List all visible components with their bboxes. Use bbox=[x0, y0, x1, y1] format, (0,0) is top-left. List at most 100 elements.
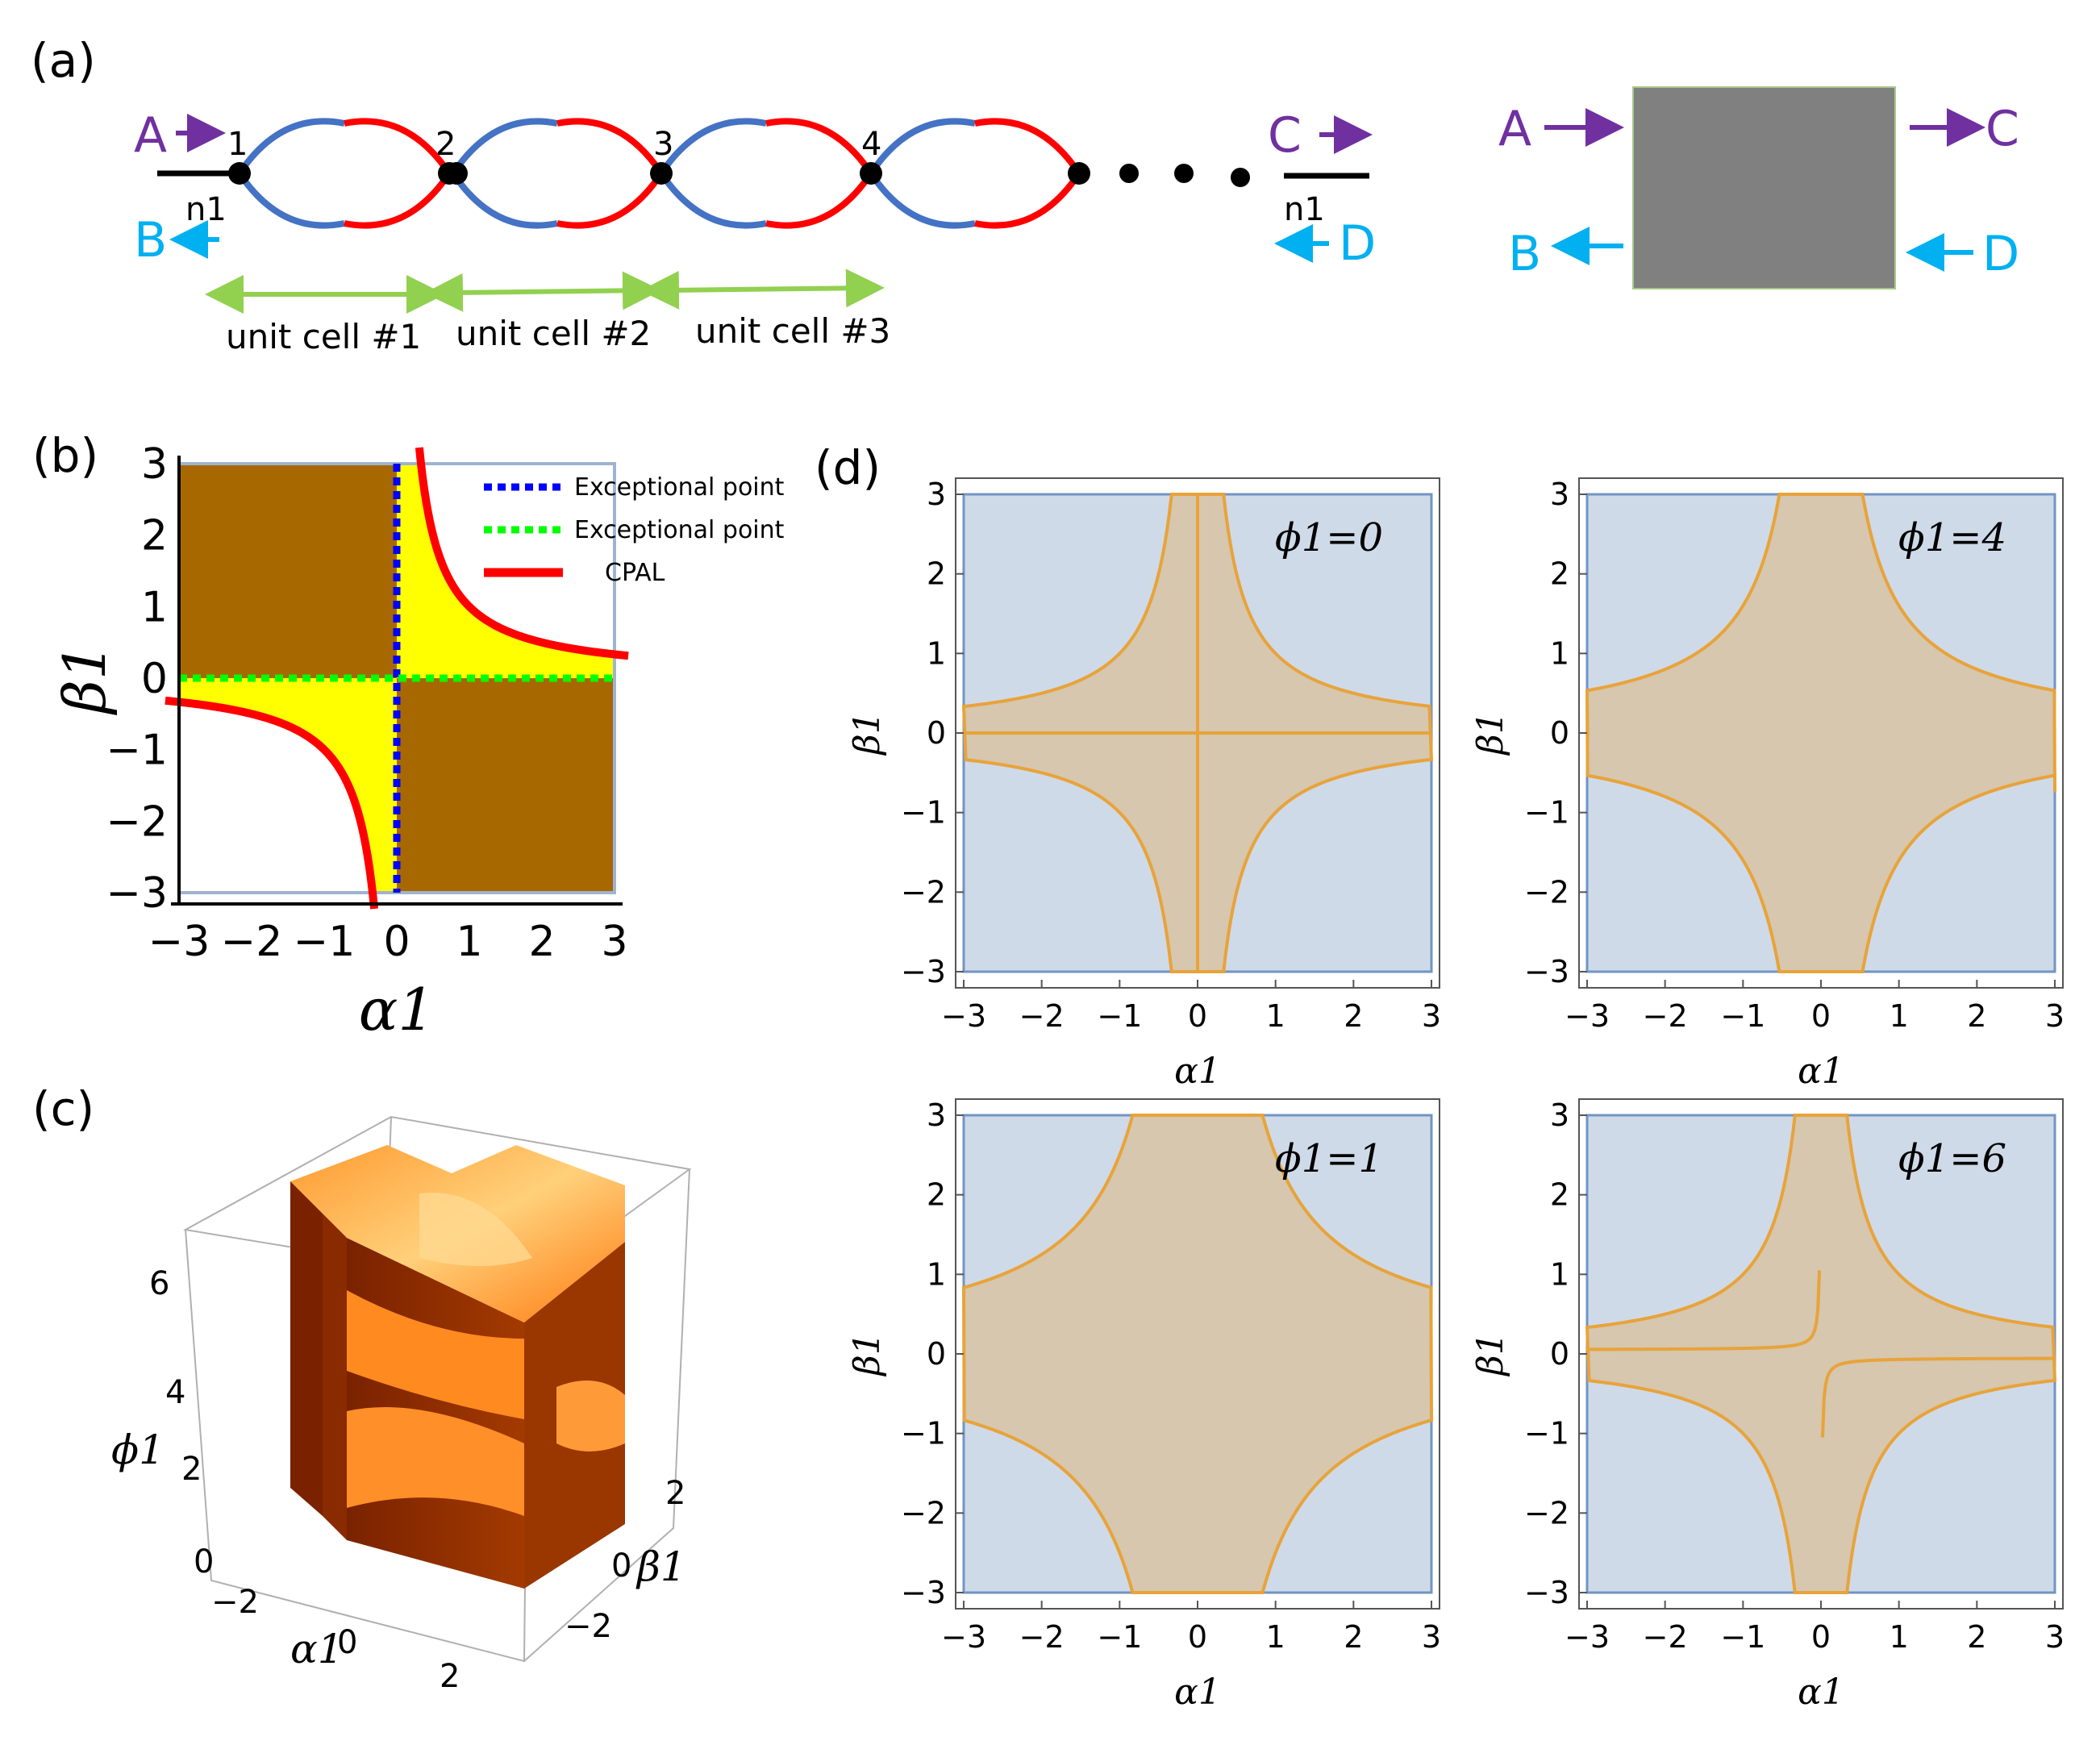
z-tick-2: 2 bbox=[181, 1451, 202, 1488]
legend-label-cpal: CPAL bbox=[605, 559, 665, 587]
arc-upper-red-4 bbox=[974, 118, 1082, 176]
y-tick-label: 2 bbox=[927, 556, 946, 592]
x-tick-label: −3 bbox=[941, 1619, 986, 1655]
x-tick-label: 1 bbox=[1890, 1619, 1909, 1655]
y-tick-label: −1 bbox=[106, 727, 168, 775]
y-tick-label: −3 bbox=[106, 869, 168, 918]
y-axis-label: β1 bbox=[847, 711, 888, 756]
y-tick-label: 1 bbox=[1550, 1256, 1569, 1292]
ellipsis-dot bbox=[1174, 164, 1194, 183]
orange-solid bbox=[290, 1145, 625, 1589]
panel-c: (c) 6 4 bbox=[32, 1081, 692, 1695]
unit-cell-arrows bbox=[205, 269, 885, 314]
lead-label-right: n1 bbox=[1284, 191, 1325, 228]
unit-cell-label-2: unit cell #2 bbox=[456, 314, 651, 353]
x-tick-label: 2 bbox=[1967, 998, 1986, 1034]
y-tick-label: 3 bbox=[927, 477, 946, 512]
y-tick-label: −2 bbox=[901, 1495, 946, 1531]
node-label-4: 4 bbox=[861, 126, 881, 163]
y-tick-label: 0 bbox=[927, 715, 946, 751]
x-tick-label: −3 bbox=[1565, 998, 1610, 1034]
port-a-label: A bbox=[134, 107, 167, 164]
y-tick-label: 2 bbox=[927, 1177, 946, 1213]
z-tick-4: 4 bbox=[165, 1374, 185, 1411]
x-tick-label: −1 bbox=[1097, 998, 1142, 1034]
y-tick-label: −1 bbox=[1524, 1416, 1569, 1451]
x-tick-2: 2 bbox=[440, 1658, 460, 1695]
x-tick-label: −1 bbox=[1720, 1619, 1765, 1655]
x-tick-label: −3 bbox=[1565, 1619, 1610, 1655]
axis-labels-3d: ϕ1 α1 β1 bbox=[111, 1426, 686, 1672]
x-tick-label: 0 bbox=[1188, 1619, 1207, 1655]
top-saddle-highlight bbox=[419, 1193, 532, 1266]
black-box-diagram: A C B D bbox=[1498, 86, 2019, 289]
arc-lower-red-3 bbox=[765, 171, 874, 229]
arc-lower-blue-1 bbox=[236, 171, 345, 229]
x-tick-label: 2 bbox=[1344, 1619, 1363, 1655]
x-axis-label: α1 bbox=[1798, 1051, 1844, 1092]
arc-lower-red-4 bbox=[974, 171, 1082, 229]
arc-upper-red-1 bbox=[344, 118, 452, 176]
y-tick-label: 1 bbox=[1550, 635, 1569, 671]
z-tick-6: 6 bbox=[149, 1265, 169, 1302]
axis-ticks-3d: 6 4 2 0 −2 0 2 2 0 −2 bbox=[149, 1265, 685, 1695]
x-tick-label: 3 bbox=[1422, 998, 1441, 1034]
x-tick-label: −2 bbox=[1019, 998, 1065, 1034]
x-tick-label: −1 bbox=[1097, 1619, 1142, 1655]
node-5 bbox=[1068, 162, 1090, 185]
y-axis-label: β1 bbox=[51, 643, 119, 715]
node-2b bbox=[445, 162, 468, 185]
x-tick-label: 1 bbox=[1266, 1619, 1285, 1655]
cpal-curve-upper bbox=[415, 447, 629, 660]
y-axis-label: β1 bbox=[1470, 711, 1511, 756]
x-tick-label: −3 bbox=[941, 998, 986, 1034]
x-tick-label: −3 bbox=[148, 918, 210, 966]
phi-label: ϕ1=0 bbox=[1275, 515, 1383, 560]
x-tick-label: −2 bbox=[1019, 1619, 1065, 1655]
phi-label: ϕ1=6 bbox=[1898, 1136, 2006, 1181]
arc-upper-blue-3 bbox=[658, 118, 767, 176]
box-port-d-label: D bbox=[1982, 226, 2019, 282]
x-tick-label: −2 bbox=[1643, 1619, 1688, 1655]
cpal-curve-lower bbox=[165, 696, 379, 910]
y-axis-label: β1 bbox=[1470, 1332, 1511, 1376]
x-tick-label: 2 bbox=[528, 918, 555, 966]
box-port-a-label: A bbox=[1498, 101, 1531, 157]
y-tick-label: 0 bbox=[927, 1336, 946, 1372]
arc-upper-blue-2 bbox=[450, 118, 558, 176]
region-yellow-upper bbox=[397, 464, 615, 678]
arc-upper-red-2 bbox=[556, 118, 665, 176]
arc-lower-blue-4 bbox=[868, 171, 976, 229]
x-axis-label: α1 bbox=[290, 1626, 344, 1672]
x-tick-label: 0 bbox=[1188, 998, 1207, 1034]
chain-diagram: 1 2 3 4 n1 n1 A B C D bbox=[134, 107, 1376, 356]
subplot-phi-0: 3 2 1 0 −1 −2 −3 −3 −2 −1 0 1 2 3 α1 β1 ϕ1=0 bbox=[847, 477, 1441, 1092]
scattering-box bbox=[1632, 86, 1896, 289]
y-tick-0: 0 bbox=[611, 1547, 631, 1585]
y-tick-label: 0 bbox=[1550, 715, 1569, 751]
node-3 bbox=[650, 162, 673, 185]
x-tick-label: 0 bbox=[383, 918, 410, 966]
x-tick-label: 2 bbox=[1967, 1619, 1986, 1655]
y-tick-2: 2 bbox=[665, 1475, 685, 1512]
x-axis-label: α1 bbox=[1174, 1051, 1221, 1092]
node-labels: 1 2 3 4 bbox=[227, 126, 881, 163]
y-axis-label: β1 bbox=[635, 1543, 686, 1590]
x-tick-label: 0 bbox=[1811, 1619, 1831, 1655]
arc-lower-blue-3 bbox=[658, 171, 767, 229]
x-tick-label: 3 bbox=[1422, 1619, 1441, 1655]
x-tick-label: 1 bbox=[456, 918, 482, 966]
x-tick-label: 0 bbox=[1811, 998, 1831, 1034]
phi-label: ϕ1=4 bbox=[1898, 515, 2006, 560]
lower-hole bbox=[347, 1407, 524, 1516]
unit-cell-labels: unit cell #1 unit cell #2 unit cell #3 bbox=[226, 311, 890, 356]
region-tan bbox=[1585, 1114, 2057, 1594]
y-tick-label: −2 bbox=[106, 798, 168, 846]
node-4 bbox=[860, 162, 882, 185]
y-tick-label: −2 bbox=[1524, 874, 1569, 910]
region-tan bbox=[1585, 493, 2056, 973]
back-left-wall bbox=[290, 1181, 323, 1516]
arc-lower-red-2 bbox=[556, 171, 665, 229]
